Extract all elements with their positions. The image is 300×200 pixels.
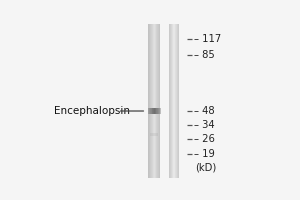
Bar (174, 24, 175, 178)
Bar (152, 108, 153, 114)
Text: – 19: – 19 (194, 149, 214, 159)
Bar (160, 24, 167, 178)
Text: – 85: – 85 (194, 50, 214, 60)
Bar (151, 24, 152, 178)
Bar (170, 24, 171, 178)
Bar (149, 108, 150, 114)
Bar (157, 24, 158, 178)
Bar (158, 108, 159, 114)
Bar (176, 24, 177, 178)
Bar (150, 24, 151, 178)
Bar (148, 24, 149, 178)
Bar (151, 133, 158, 136)
Bar (160, 24, 161, 178)
Bar (150, 108, 151, 114)
Bar (149, 24, 150, 178)
Bar (156, 24, 157, 178)
Bar (154, 108, 155, 114)
Text: Encephalopsin: Encephalopsin (54, 106, 130, 116)
Bar (159, 108, 160, 114)
Text: – 26: – 26 (194, 134, 214, 144)
Bar (158, 24, 159, 178)
Bar (172, 24, 173, 178)
Bar (148, 108, 149, 114)
Bar (169, 24, 170, 178)
Bar (169, 24, 170, 178)
Bar (155, 24, 156, 178)
Bar (171, 24, 172, 178)
Bar (173, 24, 174, 178)
Bar (152, 24, 153, 178)
Bar (153, 24, 154, 178)
Bar (177, 24, 178, 178)
Text: – 117: – 117 (194, 34, 221, 44)
Bar (175, 24, 176, 178)
Bar (157, 108, 158, 114)
Bar (159, 24, 160, 178)
Bar (178, 24, 179, 178)
Bar (156, 108, 157, 114)
Text: – 34: – 34 (194, 120, 214, 130)
Bar (151, 108, 152, 114)
Bar (155, 108, 156, 114)
Bar (153, 108, 154, 114)
Text: (kD): (kD) (195, 163, 216, 173)
Bar (154, 24, 155, 178)
Text: – 48: – 48 (194, 106, 214, 116)
Bar (160, 108, 161, 114)
